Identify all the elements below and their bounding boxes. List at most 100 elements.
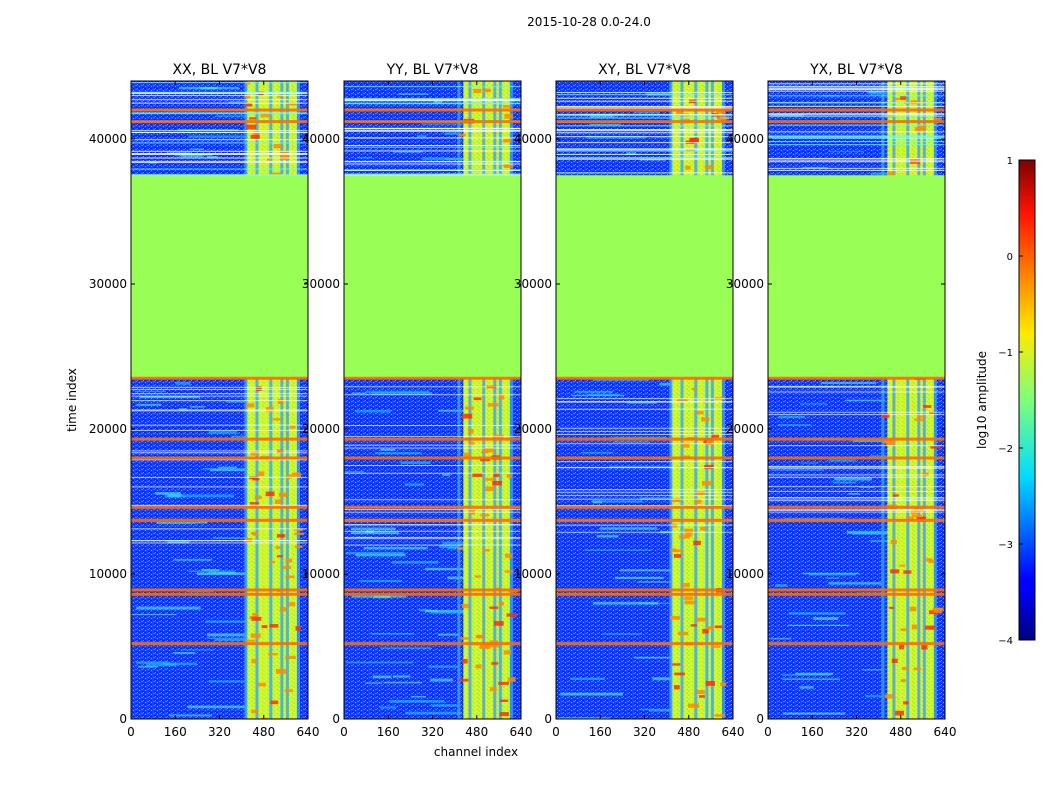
heatmap-streak: [392, 675, 411, 678]
time-line: [556, 401, 733, 403]
band-blip: [702, 628, 709, 634]
heatmap-streak: [584, 549, 652, 551]
time-line: [344, 472, 521, 474]
heatmap-streak: [379, 706, 397, 709]
time-line: [344, 544, 521, 546]
y-tick-label: 0: [756, 712, 764, 726]
band-blip: [506, 474, 513, 478]
time-line: [556, 142, 733, 144]
time-line: [344, 130, 521, 132]
time-line: [768, 161, 945, 163]
heatmap-streak: [201, 569, 220, 572]
heatmap-streak: [557, 717, 611, 719]
time-line: [768, 386, 945, 388]
heatmap-streak: [355, 553, 406, 557]
band-blip: [275, 546, 281, 549]
heatmap-streak: [365, 390, 430, 394]
band-blip: [706, 626, 714, 630]
heatmap-streak: [421, 123, 488, 125]
time-line: [556, 495, 733, 497]
figure-suptitle: 2015-10-28 0.0-24.0: [527, 15, 651, 29]
band-blip: [679, 535, 690, 539]
x-tick-label: 160: [377, 725, 400, 739]
band-blip: [690, 624, 697, 627]
band-blip: [252, 477, 260, 481]
time-line: [556, 94, 733, 96]
time-line: [556, 153, 733, 155]
heatmap-streak: [136, 661, 169, 664]
time-line: [131, 99, 308, 101]
time-line: [344, 173, 521, 175]
time-line: [131, 153, 308, 155]
panel-title: XX, BL V7*V8: [173, 62, 267, 78]
time-line: [131, 386, 308, 388]
time-line: [344, 128, 521, 130]
time-line: [556, 172, 733, 174]
band-blip: [250, 633, 261, 638]
heatmap-streak: [609, 465, 678, 468]
band-blip: [492, 480, 502, 486]
heatmap-streak: [372, 675, 392, 679]
time-line: [131, 452, 308, 454]
time-line: [768, 131, 945, 133]
band-blip: [249, 117, 257, 120]
time-line: [344, 146, 521, 148]
flag-line: [556, 505, 733, 509]
heatmap-streak: [209, 469, 265, 472]
channel-column: [482, 81, 486, 719]
heatmap-streak: [167, 494, 235, 498]
time-line: [768, 137, 945, 139]
band-blip: [489, 640, 499, 644]
time-line: [344, 169, 521, 171]
heatmap-streak: [445, 157, 464, 160]
band-blip: [911, 514, 923, 518]
band-blip: [483, 447, 494, 453]
band-blip: [685, 533, 693, 537]
band-blip: [254, 495, 262, 500]
y-tick-label: 40000: [302, 132, 340, 146]
heatmap-streak: [351, 595, 406, 598]
heatmap-streak: [213, 537, 261, 539]
heatmap-streak: [175, 382, 191, 385]
band-blip: [250, 134, 260, 139]
heatmap-streak: [350, 527, 396, 531]
flag-line: [131, 592, 308, 596]
band-blip: [901, 666, 910, 670]
y-tick-label: 0: [544, 712, 552, 726]
band-blip: [505, 553, 513, 558]
heatmap-streak: [400, 461, 431, 465]
band-blip: [483, 549, 490, 552]
flag-line: [344, 456, 521, 460]
band-blip: [911, 624, 918, 630]
time-line: [768, 141, 945, 143]
flag-line: [131, 518, 308, 522]
band-blip: [922, 472, 929, 477]
band-blip: [461, 413, 473, 419]
flag-line: [768, 108, 945, 112]
time-line: [768, 511, 945, 513]
flag-line: [768, 518, 945, 522]
colorbar-tick-label: −1: [998, 348, 1013, 359]
heatmap-streak: [778, 424, 812, 426]
band-blip: [252, 532, 259, 536]
panel-yy: YY, BL V7*V8 0 160 320 480 640 0 10000 20000 3000…: [302, 62, 533, 739]
band-blip: [671, 498, 682, 502]
band-blip: [900, 679, 906, 683]
channel-column: [498, 81, 502, 719]
time-line: [556, 158, 733, 160]
band-blip: [890, 569, 900, 574]
time-line: [768, 85, 945, 87]
band-blip: [461, 603, 469, 609]
heatmap-streak: [398, 93, 429, 95]
time-line: [131, 131, 308, 133]
x-tick-label: 480: [889, 725, 912, 739]
band-blip: [930, 446, 942, 449]
heatmap-streak: [770, 638, 792, 640]
heatmap-streak: [802, 572, 860, 575]
time-line: [344, 386, 521, 388]
heatmap-streak: [770, 114, 804, 117]
heatmap-streak: [570, 677, 605, 681]
flag-line: [131, 108, 308, 112]
x-tick-label: 480: [465, 725, 488, 739]
time-line: [556, 100, 733, 102]
